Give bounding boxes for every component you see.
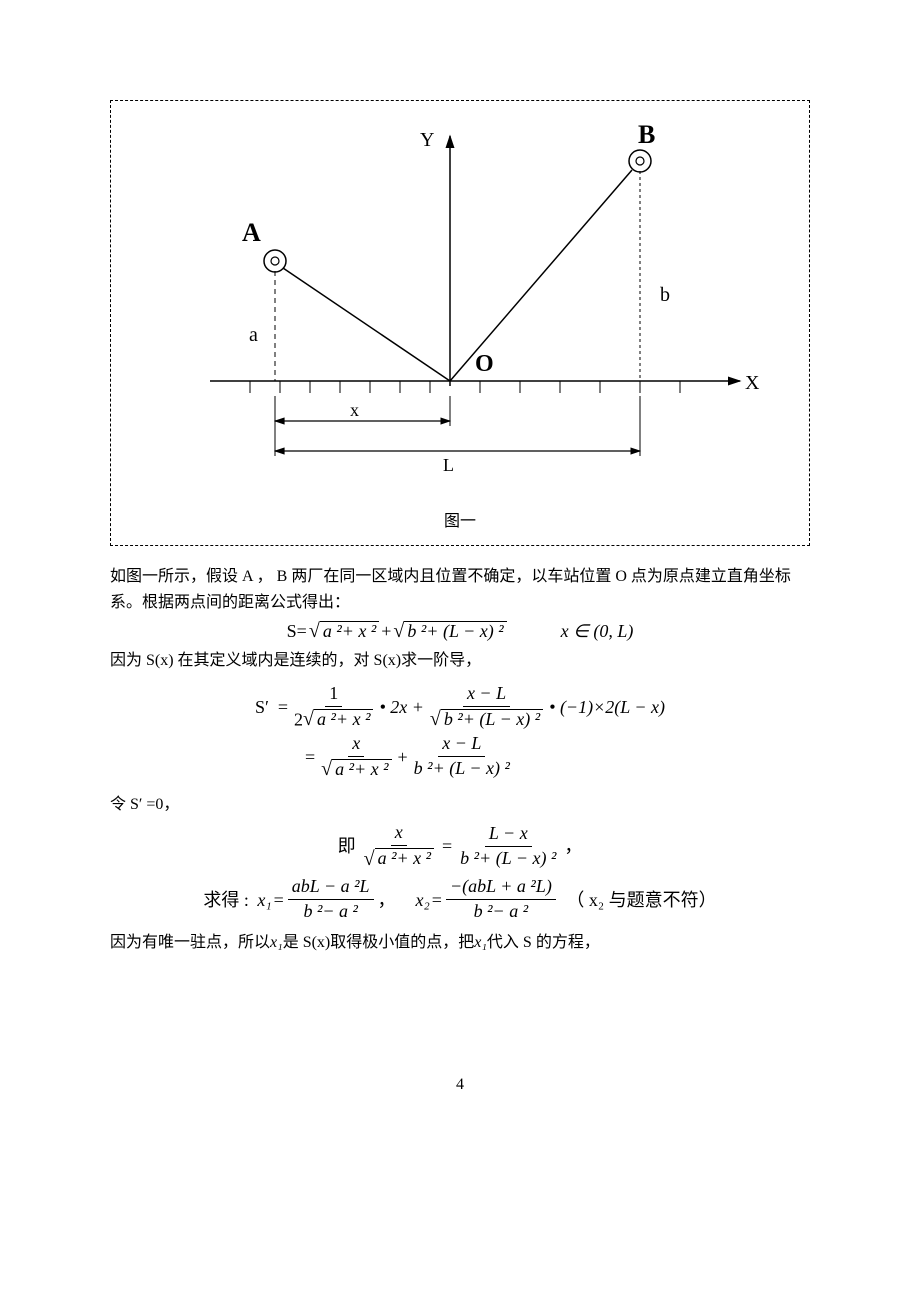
eq1-lhs: S= [287, 622, 307, 640]
point-B-inner [636, 157, 644, 165]
eq3-rhs-num: L − x [485, 824, 532, 847]
eq1-plus: + [381, 622, 391, 640]
line-OB [450, 170, 632, 381]
para4-x1a: x₁ [270, 934, 283, 951]
eq4-x1-den: b ²− a ² [299, 900, 361, 922]
eq4-x1: x₁ [257, 891, 271, 909]
eq1-root1: a ²+ x ² [320, 621, 379, 640]
para4-b: 是 S(x)取得极小值的点，把 [283, 934, 475, 951]
eq3-prefix: 即 [338, 837, 356, 855]
eq2-l2-f1-den: a ²+ x ² [332, 759, 391, 780]
eq4-note: （ x₂ 与题意不符） [566, 891, 716, 909]
equation-solutions: 求得 : x₁ = abL − a ²L b ²− a ² ， x₂ = −(a… [110, 877, 810, 922]
point-B-outer [629, 150, 651, 172]
eq3-comma: ， [564, 837, 582, 855]
eq2-l2-eq: = [305, 748, 315, 766]
eq3-lhs-num: x [391, 823, 407, 846]
label-B: B [638, 121, 655, 149]
label-b: b [660, 284, 670, 306]
eq4-sep: ， [378, 891, 414, 909]
label-Y: Y [420, 129, 434, 151]
eq2-f2-den: b ²+ (L − x) ² [441, 709, 543, 730]
eq4-prefix: 求得 : [203, 891, 249, 909]
para4-c: 代入 S 的方程， [487, 934, 600, 951]
point-A-outer [264, 250, 286, 272]
eq2-tail: • (−1)×2(L − x) [549, 698, 665, 716]
page-number: 4 [110, 1076, 810, 1094]
eq4-x2-num: −(abL + a ²L) [446, 877, 556, 900]
eq4-x2-eq: = [432, 891, 442, 909]
eq2-l2-f1-num: x [348, 734, 364, 757]
eq2-dot2x: • 2x + [379, 698, 423, 716]
equation-set-zero: 即 x √a ²+ x ² = L − x b ²+ (L − x) ² ， [110, 823, 810, 869]
eq2-f2-num: x − L [463, 684, 510, 707]
eq1-domain: x ∈ (0, L) [561, 622, 634, 640]
figure-caption: 图一 [131, 507, 789, 531]
line-AO [283, 268, 450, 381]
point-A-inner [271, 257, 279, 265]
figure-container: Y X O A B a b x L 图一 [110, 100, 810, 546]
paragraph-3: 令 S′ =0， [110, 792, 810, 818]
eq4-x2: x₂ [416, 891, 430, 909]
eq2-f1-den: a ²+ x ² [314, 709, 373, 730]
label-A: A [242, 218, 261, 247]
eq3-rhs-den: b ²+ (L − x) ² [456, 847, 560, 869]
eq4-x2-den: b ²− a ² [470, 900, 532, 922]
eq1-root2: b ²+ (L − x) ² [404, 621, 506, 640]
equation-S: S= √a ²+ x ² + √b ²+ (L − x) ² x ∈ (0, L… [110, 621, 810, 640]
eq3-equals: = [442, 837, 452, 855]
label-L-dim: L [443, 455, 454, 475]
diagram-svg: Y X O A B a b x L [150, 121, 770, 501]
eq3-lhs-den: a ²+ x ² [375, 848, 434, 869]
equation-Sprime: S′ = 1 2√a ²+ x ² • 2x + x − L √b ²+ (L … [110, 680, 810, 784]
label-a: a [249, 324, 258, 346]
paragraph-4: 因为有唯一驻点，所以x₁是 S(x)取得极小值的点，把x₁代入 S 的方程， [110, 930, 810, 956]
label-x-dim: x [350, 400, 359, 420]
eq4-x1-eq: = [274, 891, 284, 909]
eq2-l2-plus: + [398, 748, 408, 766]
paragraph-2: 因为 S(x) 在其定义域内是连续的，对 S(x)求一阶导， [110, 648, 810, 674]
eq2-l2-f2-den: b ²+ (L − x) ² [410, 757, 514, 779]
para4-a: 因为有唯一驻点，所以 [110, 934, 270, 951]
paragraph-1: 如图一所示，假设 A ， B 两厂在同一区域内且位置不确定，以车站位置 O 点为… [110, 564, 810, 615]
eq2-f1-num: 1 [325, 684, 342, 707]
eq2-lhs: S′ = [255, 698, 288, 716]
x-axis-ticks [250, 381, 680, 393]
eq4-x1-num: abL − a ²L [288, 877, 374, 900]
para4-x1b: x₁ [474, 934, 487, 951]
label-O: O [475, 351, 494, 377]
eq2-l2-f2-num: x − L [438, 734, 485, 757]
label-X: X [745, 372, 760, 394]
